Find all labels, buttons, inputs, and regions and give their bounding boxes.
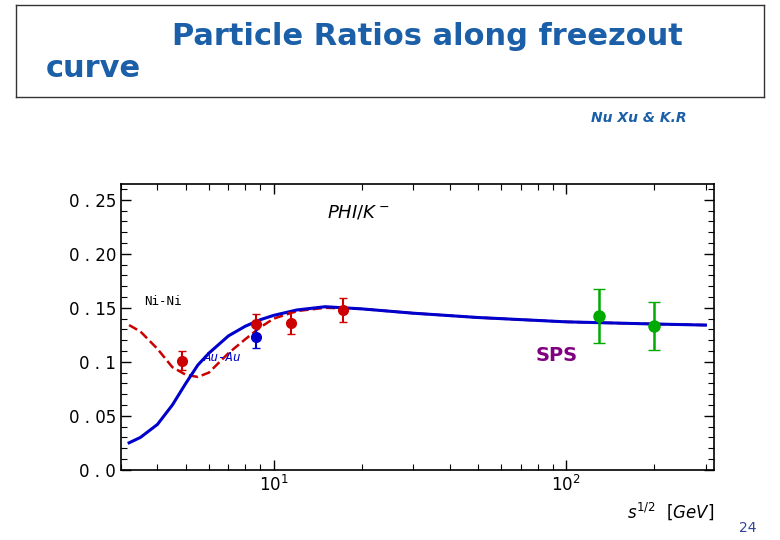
Text: Nu Xu & K.R: Nu Xu & K.R <box>591 111 686 125</box>
Text: curve: curve <box>45 55 140 84</box>
X-axis label: $s^{1/2}\ \ [GeV]$: $s^{1/2}\ \ [GeV]$ <box>626 501 714 522</box>
Text: Particle Ratios along freezout: Particle Ratios along freezout <box>172 22 682 51</box>
Text: 24: 24 <box>739 521 757 535</box>
Text: Au-Au: Au-Au <box>204 351 241 364</box>
Text: $PHI/K^-$: $PHI/K^-$ <box>327 204 389 221</box>
Text: Ni-Ni: Ni-Ni <box>144 295 182 308</box>
Text: SPS: SPS <box>536 346 578 365</box>
